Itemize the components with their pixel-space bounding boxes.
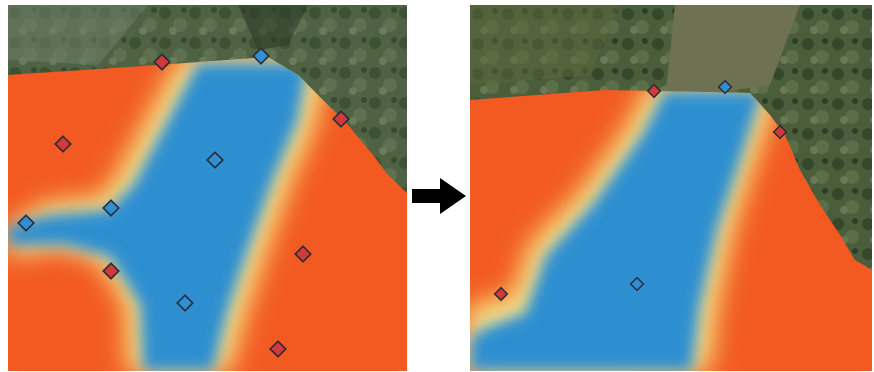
map-before-svg xyxy=(8,5,407,371)
marker-red xyxy=(102,262,120,280)
map-panel-before xyxy=(8,5,407,371)
marker-blue xyxy=(176,294,194,312)
marker-red xyxy=(646,83,662,99)
marker-blue xyxy=(629,276,645,292)
left-markers xyxy=(17,47,350,358)
right-markers xyxy=(493,79,788,302)
field-patch xyxy=(470,5,620,85)
arrow-svg xyxy=(412,178,466,214)
marker-blue xyxy=(102,199,120,217)
marker-red xyxy=(493,286,509,302)
map-panel-after xyxy=(470,5,872,371)
marker-red xyxy=(332,110,350,128)
marker-red xyxy=(269,340,287,358)
marker-red xyxy=(294,245,312,263)
marker-blue xyxy=(717,79,733,95)
right-arrow-icon xyxy=(410,176,468,216)
marker-red xyxy=(772,124,788,140)
tree-patch xyxy=(238,5,308,50)
field-patch xyxy=(8,5,148,65)
map-after-svg xyxy=(470,5,872,371)
marker-blue xyxy=(17,214,35,232)
interpolation-surface xyxy=(8,57,407,371)
marker-blue xyxy=(252,47,270,65)
marker-red xyxy=(153,53,171,71)
marker-blue xyxy=(206,151,224,169)
river-patch xyxy=(665,5,800,100)
marker-red xyxy=(54,135,72,153)
